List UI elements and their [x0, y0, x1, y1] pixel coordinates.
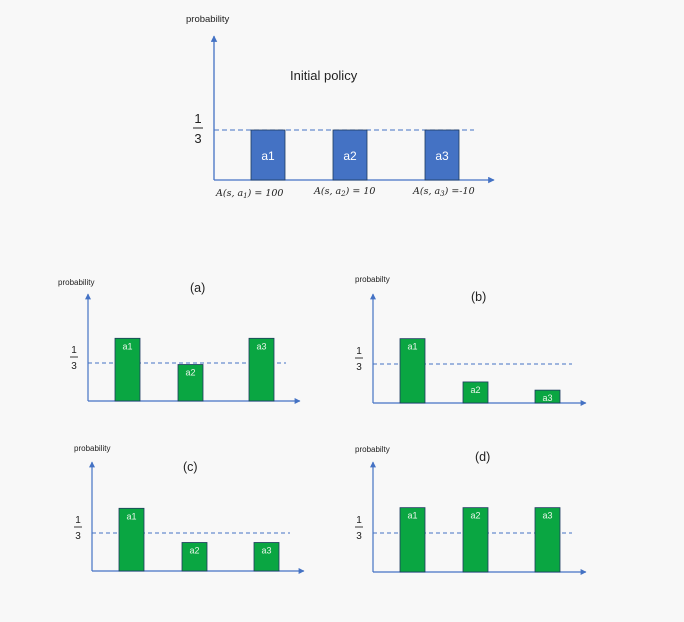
bar-a2: [462, 507, 489, 573]
panel-title: Initial policy: [290, 68, 358, 83]
panel-c-bars: a1 a2 a3: [118, 507, 280, 572]
panel-b: probabilty (b) 1 3 a1 a2 a3: [355, 275, 587, 406]
bar-label-a2: a2: [185, 368, 195, 378]
fraction-denominator: 3: [75, 531, 81, 542]
fraction-numerator: 1: [71, 345, 77, 356]
advantage-labels: A(s, a1) = 100 A(s, a2) = 10 A(s, a3) =-…: [215, 186, 475, 200]
bar-label-a3: a3: [435, 149, 449, 163]
bar-label-a1: a1: [126, 511, 136, 521]
fraction-denominator: 3: [71, 361, 77, 372]
bar-a1: [399, 507, 426, 573]
bar-a2: [332, 129, 368, 181]
advantage-label-a1: A(s, a1) = 100: [215, 188, 283, 200]
one-third-fraction: 1 3: [355, 346, 363, 373]
y-axis-label: probabilty: [355, 445, 390, 454]
fraction-denominator: 3: [194, 131, 201, 146]
bar-label-a2: a2: [470, 385, 480, 395]
bar-a2: [177, 364, 204, 402]
bar-a3: [424, 129, 460, 181]
panel-d-bars: a1 a2 a3: [399, 507, 561, 573]
initial-policy-panel: probability Initial policy 1 3 a1 a2 a3 A(…: [186, 14, 495, 200]
bar-label-a2: a2: [343, 149, 357, 163]
bar-a1: [250, 129, 286, 181]
bar-a2: [462, 381, 489, 404]
panel-title: (d): [475, 450, 490, 464]
advantage-label-a2: A(s, a2) = 10: [313, 186, 375, 198]
fraction-numerator: 1: [356, 346, 362, 357]
bar-label-a3: a3: [542, 393, 552, 403]
panel-a: probability (a) 1 3 a1 a2 a3: [58, 278, 301, 404]
bar-label-a1: a1: [122, 341, 132, 351]
bar-a2: [181, 542, 208, 572]
one-third-fraction: 1 3: [193, 111, 203, 146]
y-axis-label: probabilty: [355, 275, 390, 284]
fraction-numerator: 1: [356, 515, 362, 526]
panel-c: probability (c) 1 3 a1 a2 a3: [74, 444, 305, 574]
bar-label-a1: a1: [407, 342, 417, 352]
fraction-numerator: 1: [75, 515, 81, 526]
bar-a3: [534, 507, 561, 573]
bar-a1: [114, 337, 141, 402]
one-third-fraction: 1 3: [74, 515, 82, 542]
panel-title: (a): [190, 281, 205, 295]
y-axis-label: probability: [74, 444, 110, 453]
advantage-label-a3: A(s, a3) =-10: [412, 186, 475, 198]
y-axis-label: probability: [58, 278, 94, 287]
bar-label-a1: a1: [261, 149, 275, 163]
one-third-fraction: 1 3: [70, 345, 78, 372]
bar-label-a3: a3: [261, 546, 271, 556]
bar-label-a2: a2: [189, 546, 199, 556]
fraction-numerator: 1: [194, 111, 201, 126]
bar-a3: [534, 389, 561, 404]
bar-a1: [118, 507, 145, 572]
bar-label-a3: a3: [256, 341, 266, 351]
bar-a3: [253, 542, 280, 572]
one-third-fraction: 1 3: [355, 515, 363, 542]
y-axis-label: probability: [186, 14, 230, 25]
panel-d: probabilty (d) 1 3 a1 a2 a3: [355, 445, 587, 575]
initial-policy-bars: a1 a2 a3: [250, 129, 460, 181]
fraction-denominator: 3: [356, 531, 362, 542]
bar-a1: [399, 338, 426, 404]
panel-b-bars: a1 a2 a3: [399, 338, 561, 404]
panel-a-bars: a1 a2 a3: [114, 337, 275, 402]
bar-label-a1: a1: [407, 511, 417, 521]
panel-title: (b): [471, 290, 486, 304]
fraction-denominator: 3: [356, 362, 362, 373]
panel-title: (c): [183, 460, 198, 474]
bar-label-a2: a2: [470, 511, 480, 521]
bar-label-a3: a3: [542, 511, 552, 521]
bar-a3: [248, 337, 275, 402]
